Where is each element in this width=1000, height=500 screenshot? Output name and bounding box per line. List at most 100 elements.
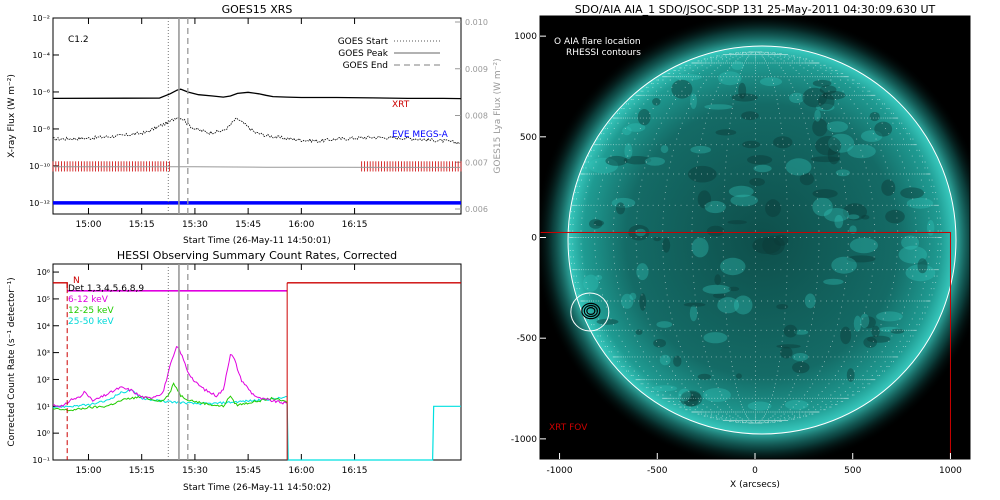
dark-region — [741, 111, 759, 121]
goes-lya-line — [53, 166, 461, 168]
goes-xrt-label: XRT — [392, 100, 410, 110]
active-region — [622, 126, 632, 136]
aia-title: SDO/AIA AIA_1 SDO/JSOC-SDP 131 25-May-20… — [575, 3, 936, 16]
goes-y2label: GOES15 Lya Flux (W m⁻²) — [493, 58, 503, 173]
goes-ylabel: X-ray Flux (W m⁻²) — [7, 74, 17, 158]
active-region — [730, 194, 758, 207]
goes-long-line — [52, 88, 462, 100]
active-region — [789, 92, 805, 104]
active-region — [847, 214, 860, 220]
xrt-fov-box — [540, 231, 951, 459]
dark-region — [589, 219, 603, 229]
rhessi-contour — [583, 304, 598, 318]
goes-legend-end: GOES End — [343, 61, 388, 71]
dark-region — [747, 155, 773, 165]
active-region — [828, 133, 855, 153]
goes-xlabel: Start Time (26-May-11 14:50:01) — [183, 236, 331, 246]
active-region — [759, 77, 783, 87]
goes-title: GOES15 XRS — [222, 3, 293, 16]
dark-region — [818, 93, 835, 111]
aia-y-tick-label: 1000 — [514, 32, 537, 42]
active-region — [898, 245, 927, 264]
dark-region — [776, 304, 789, 310]
goes-x-tick-label: 15:00 — [76, 220, 102, 230]
active-region — [728, 185, 754, 198]
dark-region — [683, 302, 706, 307]
active-region — [703, 388, 731, 402]
hessi-y-tick-label: 10⁶ — [37, 268, 50, 277]
dark-region — [623, 156, 652, 165]
hessi-y-tick-label: 10³ — [37, 349, 50, 358]
active-region — [675, 74, 702, 81]
dark-region — [861, 316, 876, 329]
dark-region — [728, 286, 740, 292]
dark-region — [890, 328, 905, 334]
goes-y-tick-label: 10⁻¹² — [29, 199, 50, 208]
dark-region — [680, 391, 703, 407]
aia-axes: -1000 -500 0 500 1000 1000 500 0 -500 -1000 — [511, 32, 962, 476]
goes-y2-tick-label: 0.006 — [465, 205, 488, 214]
active-region — [691, 237, 709, 258]
active-region — [927, 220, 935, 236]
dark-region — [635, 329, 643, 335]
hessi-y-tick-label: 10⁴ — [37, 322, 50, 331]
hessi-x-tick-label: 16:00 — [288, 466, 314, 476]
active-region — [660, 145, 669, 154]
active-region — [656, 321, 673, 328]
goes-y-tick-label: 10⁻¹⁰ — [29, 162, 50, 171]
dark-region — [885, 209, 905, 224]
dark-region — [799, 172, 815, 186]
goes-flare-class: C1.2 — [68, 35, 89, 45]
goes-x-tick-label: 15:15 — [129, 220, 155, 230]
dark-region — [671, 79, 693, 99]
dark-region — [780, 346, 793, 359]
hessi-y-tick-label: 10¹ — [37, 402, 50, 411]
active-region — [849, 225, 857, 234]
active-region — [812, 197, 833, 217]
dark-region — [773, 234, 789, 246]
hessi-x-tick-label: 15:00 — [76, 466, 102, 476]
hessi-n-label: N — [73, 276, 80, 286]
dark-region — [683, 395, 699, 407]
active-region — [794, 329, 809, 335]
active-region — [644, 157, 666, 166]
active-region — [703, 332, 728, 344]
dark-region — [637, 109, 651, 126]
active-region — [704, 200, 726, 214]
hessi-ylabel: Corrected Count Rate (s⁻¹ detector⁻¹) — [7, 277, 17, 446]
aia-y-tick-label: 500 — [520, 133, 537, 143]
hessi-xlabel: Start Time (26-May-11 14:50:02) — [183, 483, 331, 493]
goes-legend-peak: GOES Peak — [338, 49, 388, 59]
aia-y-tick-label: -1000 — [511, 435, 537, 445]
dark-region — [605, 155, 628, 166]
hessi-x-tick-label: 15:45 — [235, 466, 261, 476]
dark-region — [653, 236, 662, 242]
aia-x-tick-label: 0 — [752, 466, 758, 476]
aia-y-tick-label: -500 — [517, 334, 538, 344]
goes-y-tick-label: 10⁻⁴ — [32, 51, 50, 60]
dark-region — [596, 318, 619, 325]
active-region — [804, 293, 816, 309]
goes-data-marks — [52, 18, 462, 214]
hessi-12-25-line — [52, 382, 288, 412]
dark-region — [874, 121, 893, 137]
dark-region — [662, 237, 671, 253]
aia-x-tick-label: 1000 — [939, 466, 962, 476]
hessi-detectors-label: Det 1,3,4,5,6,8,9 — [68, 284, 144, 294]
dark-region — [615, 202, 626, 215]
aia-legend-flare: O AIA flare location — [554, 37, 641, 47]
active-region — [849, 237, 879, 254]
active-region — [652, 385, 678, 392]
sun-grid-path — [569, 51, 942, 424]
active-region — [704, 104, 733, 110]
goes-eve-label: EVE MEGS-A — [392, 130, 449, 140]
active-region — [731, 60, 745, 70]
active-region — [860, 313, 870, 328]
dark-region — [900, 187, 924, 199]
dark-region — [639, 293, 647, 311]
active-region — [702, 284, 731, 294]
dark-region — [869, 111, 880, 122]
active-region — [621, 293, 634, 309]
dark-region — [783, 324, 798, 338]
